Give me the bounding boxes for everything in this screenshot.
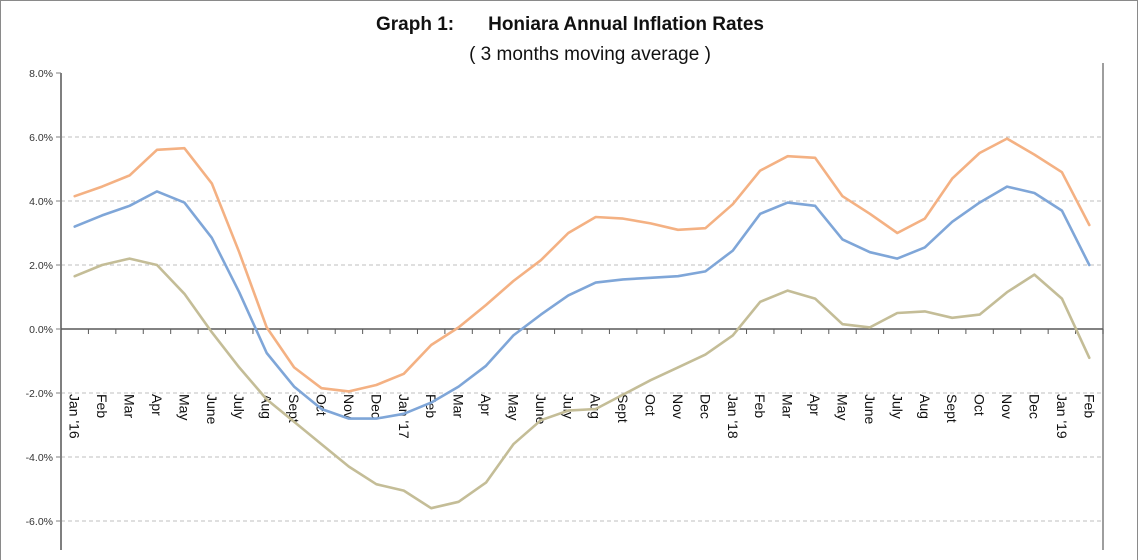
x-tick-label: Oct — [643, 394, 659, 416]
x-tick-label: Apr — [149, 394, 165, 416]
y-tick-label: 2.0% — [29, 260, 53, 272]
y-tick-label: 4.0% — [29, 196, 53, 208]
y-tick-label: 0.0% — [29, 324, 53, 336]
x-tick-label: Aug — [917, 394, 933, 419]
x-tick-label: Nov — [999, 394, 1015, 419]
x-tick-label: Feb — [94, 394, 110, 418]
x-tick-label: Dec — [368, 394, 384, 419]
x-tick-label: Sept — [944, 394, 960, 423]
x-tick-label: Apr — [807, 394, 823, 416]
x-tick-label: Jan '17 — [396, 394, 412, 439]
y-tick-label: 6.0% — [29, 132, 53, 144]
series-lines — [75, 139, 1090, 509]
y-tick-label: -2.0% — [26, 388, 53, 400]
x-tick-label: May — [835, 394, 851, 420]
x-tick-label: May — [505, 394, 521, 420]
x-tick-label: Nov — [341, 394, 357, 419]
x-tick-label: Feb — [1081, 394, 1097, 418]
x-axis: Jan '16 Feb Mar Apr May June July Aug Sept Oct Nov… — [61, 329, 1103, 439]
x-tick-label: Jan '16 — [67, 394, 83, 439]
y-axis: 8.0% 6.0% 4.0% 2.0% 0.0% -2.0% -4.0% -6.0% — [26, 63, 1103, 550]
x-tick-label: July — [560, 394, 576, 419]
olive-series-line — [75, 259, 1090, 509]
y-tick-label: -4.0% — [26, 452, 53, 464]
x-tick-label: Mar — [780, 394, 796, 418]
x-tick-label: Apr — [478, 394, 494, 416]
x-tick-label: Feb — [752, 394, 768, 418]
x-tick-label: Jan '18 — [725, 394, 741, 439]
x-tick-label: May — [176, 394, 192, 420]
y-tick-label: 8.0% — [29, 68, 53, 80]
x-tick-label: Jan '19 — [1054, 394, 1070, 439]
y-tick-label: -6.0% — [26, 516, 53, 528]
x-tick-label: Oct — [972, 394, 988, 416]
x-tick-label: Dec — [697, 394, 713, 419]
x-tick-label: Nov — [670, 394, 686, 419]
x-tick-label: July — [231, 394, 247, 419]
x-tick-label: Dec — [1026, 394, 1042, 419]
x-tick-label: June — [862, 394, 878, 425]
x-tick-label: Mar — [122, 394, 138, 418]
x-tick-label: June — [204, 394, 220, 425]
x-tick-label: Mar — [451, 394, 467, 418]
x-tick-label: July — [889, 394, 905, 419]
